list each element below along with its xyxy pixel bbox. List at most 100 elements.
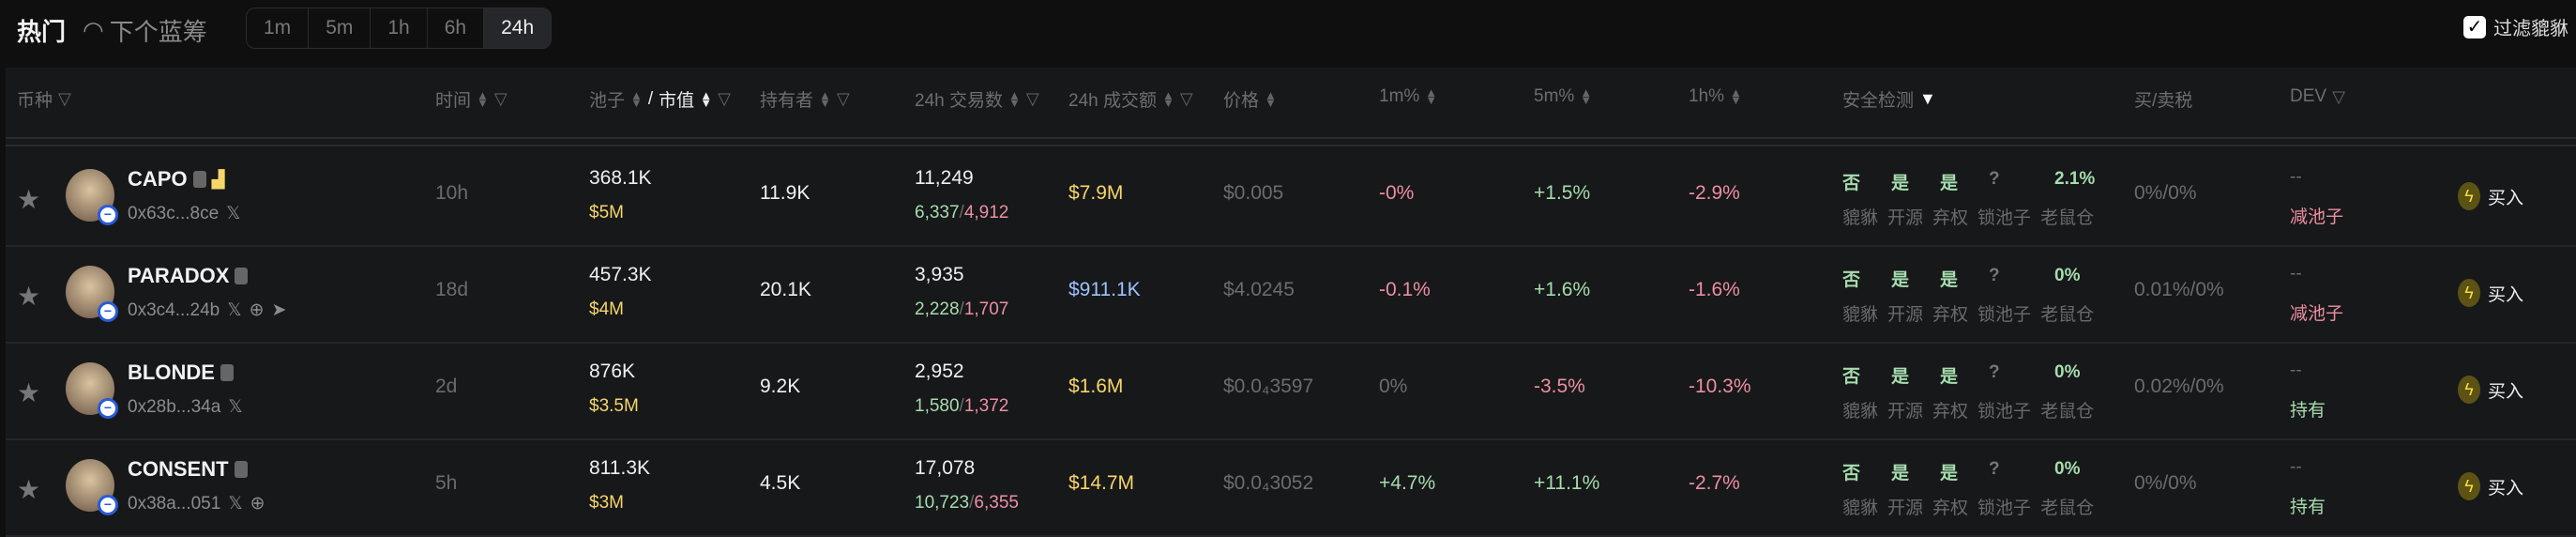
change-1h: -2.7%	[1689, 472, 1740, 494]
sort-icon[interactable]: ▲ ▼	[477, 87, 489, 110]
sort-icon[interactable]: ▲ ▼	[1161, 87, 1174, 110]
header-5m[interactable]: 5m% ▲ ▼	[1534, 86, 1592, 107]
filter-honeypot-checkbox[interactable]: ✓ 过滤貔貅	[2463, 13, 2568, 40]
token-name[interactable]: CAPO ▟	[128, 167, 224, 192]
timeframe-1h[interactable]: 1h	[371, 8, 428, 48]
security-check: 否 是 是? 0% 貔貅 开源 弃权 锁池子 老鼠仓	[1842, 362, 2111, 422]
security-label: 貔貅	[1842, 305, 1879, 325]
chain-badge-icon: −	[98, 205, 118, 225]
security-value: 是	[1940, 464, 1959, 483]
filter-icon[interactable]: ▽	[836, 89, 850, 108]
header-time[interactable]: 时间 ▲ ▼ ▽	[435, 86, 508, 112]
table-row[interactable]: ★ − BLONDE 0x28b...34a 𝕏 2d 876K $3.5M 9.…	[6, 342, 2576, 440]
security-value: 是	[1940, 270, 1959, 290]
x-icon[interactable]: 𝕏	[228, 494, 243, 514]
timeframe-5m[interactable]: 5m	[309, 8, 371, 48]
timeframe-6h[interactable]: 6h	[428, 8, 485, 48]
avatar[interactable]: −	[66, 362, 118, 419]
buys: 10,723	[915, 493, 970, 513]
tab-next-bluechip[interactable]: ◠ 下个蓝筹	[83, 13, 207, 48]
filter-icon[interactable]: ▽	[493, 89, 508, 108]
avatar[interactable]: −	[66, 266, 118, 322]
buy-button[interactable]: ϟ 买入	[2458, 472, 2523, 500]
checkmark-icon: ✓	[2463, 15, 2486, 38]
x-icon[interactable]: 𝕏	[226, 204, 241, 223]
filter-icon[interactable]: ▽	[1025, 89, 1039, 108]
header-1h[interactable]: 1h% ▲ ▼	[1689, 86, 1742, 107]
change-1h: -10.3%	[1689, 376, 1751, 397]
header-security[interactable]: 安全检测 ▼	[1842, 86, 1936, 112]
sort-icon[interactable]: ▲ ▼	[1580, 85, 1593, 107]
header-price[interactable]: 价格 ▲ ▼	[1223, 86, 1277, 112]
security-label: 锁池子	[1977, 305, 2032, 325]
copy-icon[interactable]	[220, 364, 234, 381]
sort-icon[interactable]: ▲ ▼	[819, 87, 831, 110]
header-label: 24h 交易数	[915, 91, 1003, 111]
pool-liquidity: 876K	[589, 361, 636, 382]
price: $4.0245	[1223, 279, 1295, 300]
token-symbol: CONSENT	[128, 457, 229, 481]
filter-icon[interactable]: ▽	[2332, 86, 2345, 106]
security-label: 锁池子	[1977, 499, 2032, 518]
security-value: 否	[1842, 270, 1861, 290]
buy-button[interactable]: ϟ 买入	[2458, 376, 2523, 404]
token-address: 0x28b...34a 𝕏	[128, 396, 243, 418]
security-value: 是	[1940, 174, 1959, 193]
buy-button[interactable]: ϟ 买入	[2458, 182, 2523, 210]
filter-icon[interactable]: ▽	[58, 89, 71, 108]
favorite-star-icon[interactable]: ★	[17, 378, 41, 407]
lightning-icon: ϟ	[2458, 279, 2480, 307]
filter-icon[interactable]: ▽	[718, 89, 731, 108]
copy-icon[interactable]	[234, 461, 248, 478]
token-name[interactable]: PARADOX	[128, 264, 249, 288]
favorite-star-icon[interactable]: ★	[17, 185, 41, 214]
address-text: 0x28b...34a	[128, 396, 221, 417]
pool-liquidity: 811.3K	[589, 457, 650, 479]
web-icon[interactable]: ⊕	[250, 494, 265, 514]
sort-icon[interactable]: ▲ ▼	[630, 87, 643, 110]
sort-icon[interactable]: ▲ ▼	[1265, 87, 1277, 110]
header-dev[interactable]: DEV ▽	[2290, 86, 2345, 107]
copy-icon[interactable]	[235, 268, 249, 284]
security-value: ?	[1989, 266, 2000, 285]
sort-icon[interactable]: ▲ ▼	[1730, 85, 1742, 107]
age: 10h	[435, 182, 469, 204]
security-label: 老鼠仓	[2040, 499, 2095, 518]
x-icon[interactable]: 𝕏	[228, 397, 243, 417]
timeframe-1m[interactable]: 1m	[247, 8, 310, 48]
buy-button[interactable]: ϟ 买入	[2458, 279, 2523, 307]
x-icon[interactable]: 𝕏	[227, 300, 242, 320]
filter-icon[interactable]: ▽	[1179, 89, 1193, 108]
sort-desc-icon[interactable]: ▲ ▼	[700, 87, 713, 110]
table-row[interactable]: ★ − PARADOX 0x3c4...24b 𝕏 ⊕ ➤ 18d 457.3K $4…	[6, 245, 2576, 344]
header-holders[interactable]: 持有者 ▲ ▼ ▽	[760, 86, 850, 112]
header-label: DEV	[2290, 86, 2327, 106]
token-name[interactable]: BLONDE	[128, 361, 234, 385]
filter-active-icon[interactable]: ▼	[1919, 89, 1936, 108]
token-name[interactable]: CONSENT	[128, 457, 248, 482]
header-coin[interactable]: 币种 ▽	[17, 86, 71, 112]
telegram-icon[interactable]: ➤	[271, 300, 287, 320]
security-label: 开源	[1887, 402, 1924, 422]
sort-icon[interactable]: ▲ ▼	[1425, 85, 1438, 107]
age: 2d	[435, 376, 458, 397]
favorite-star-icon[interactable]: ★	[17, 475, 41, 504]
avatar[interactable]: −	[66, 459, 118, 515]
header-volume[interactable]: 24h 成交额 ▲ ▼ ▽	[1068, 86, 1193, 112]
header-label: 市值	[659, 91, 695, 111]
web-icon[interactable]: ⊕	[249, 300, 265, 320]
security-label: 老鼠仓	[2040, 305, 2095, 325]
header-tx[interactable]: 24h 交易数 ▲ ▼ ▽	[915, 86, 1039, 112]
address-text: 0x38a...051	[128, 493, 221, 514]
avatar[interactable]: −	[66, 169, 118, 225]
table-row[interactable]: ★ − CAPO ▟ 0x63c...8ce 𝕏 10h 368.1K $5M 11…	[6, 148, 2576, 247]
timeframe-24h[interactable]: 24h	[484, 8, 552, 48]
sort-icon[interactable]: ▲ ▼	[1008, 87, 1021, 110]
header-1m[interactable]: 1m% ▲ ▼	[1379, 86, 1437, 107]
favorite-star-icon[interactable]: ★	[17, 282, 41, 311]
table-row[interactable]: ★ − CONSENT 0x38a...051 𝕏 ⊕ 5h 811.3K $3M …	[6, 438, 2576, 537]
tab-hot[interactable]: 热门	[17, 18, 67, 46]
header-pool-mcap[interactable]: 池子 ▲ ▼ / 市值 ▲ ▼ ▽	[589, 87, 731, 112]
copy-icon[interactable]	[192, 171, 206, 188]
header-label: 买/卖税	[2134, 91, 2193, 111]
